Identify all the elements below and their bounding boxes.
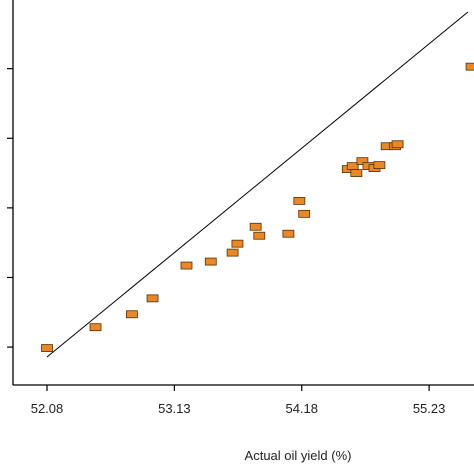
fit-line: [46, 11, 469, 358]
data-point: [41, 344, 53, 352]
x-axis-title: Actual oil yield (%): [245, 448, 352, 463]
data-point: [356, 157, 369, 166]
data-point: [350, 169, 363, 177]
data-point: [373, 161, 386, 170]
data-point: [253, 231, 266, 240]
data-point: [146, 294, 159, 303]
x-tick-label: 53.13: [158, 401, 191, 416]
data-point: [249, 222, 262, 231]
plot-frame: [12, 0, 474, 386]
fit-line-group: [46, 11, 469, 358]
data-point: [89, 323, 102, 332]
y-axis: [7, 68, 13, 348]
data-point: [226, 248, 239, 257]
data-point: [204, 257, 217, 266]
data-point: [293, 197, 306, 205]
data-point: [298, 209, 311, 218]
x-axis: 52.08 53.13 54.18 55.23: [31, 385, 446, 416]
data-point: [126, 310, 138, 319]
data-point: [282, 229, 295, 238]
data-point: [391, 140, 404, 149]
x-tick-label: 55.23: [413, 401, 446, 416]
x-tick-label: 52.08: [31, 401, 64, 416]
data-point: [231, 239, 244, 248]
data-point: [180, 261, 193, 270]
data-points: [41, 62, 474, 352]
data-point: [465, 62, 474, 71]
x-tick-label: 54.18: [285, 401, 318, 416]
